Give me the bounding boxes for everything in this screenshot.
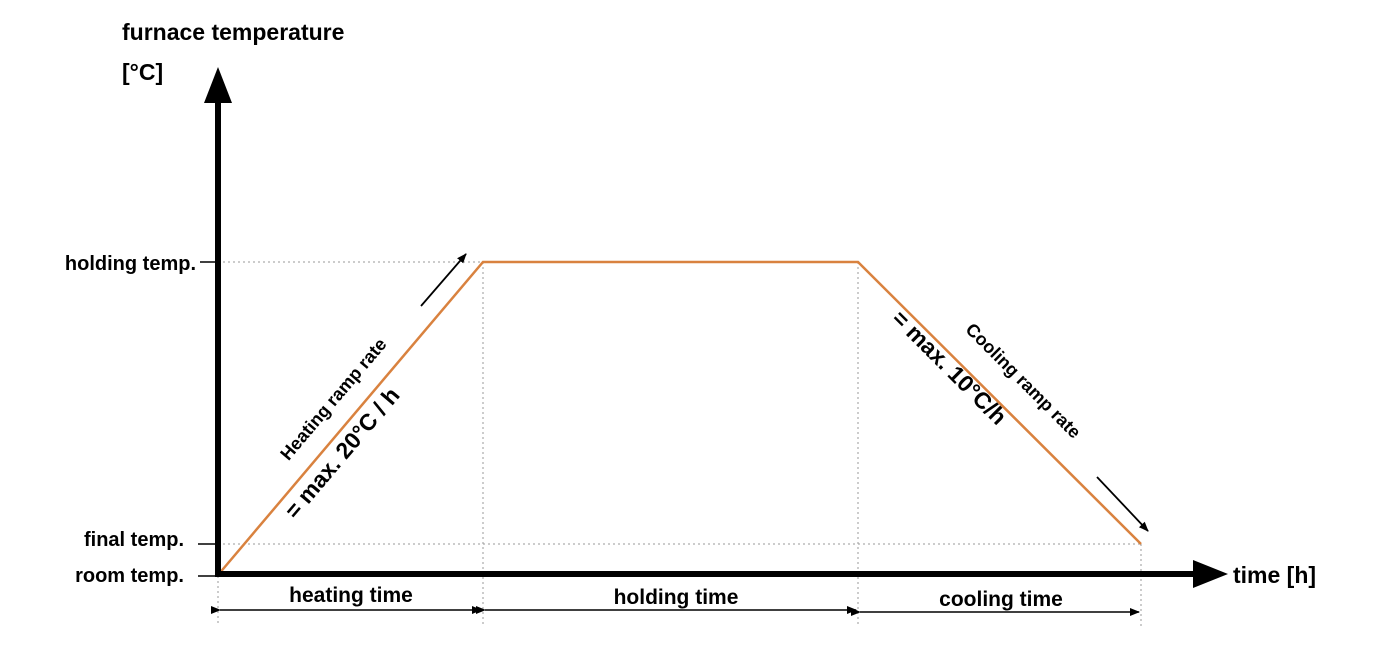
room-temp-label: room temp.	[75, 565, 184, 587]
holding-time-label: holding time	[614, 586, 739, 609]
y-axis-title-line2: [°C]	[122, 59, 163, 85]
final-temp-label: final temp.	[84, 529, 184, 551]
cooling-direction-arrow	[1096, 476, 1149, 532]
heating-ramp-annotation: Heating ramp rate = max. 20°C / h	[276, 253, 467, 523]
cooling-time-label: cooling time	[939, 588, 1063, 611]
heating-time-label: heating time	[289, 584, 413, 607]
x-axis-title: time [h]	[1233, 562, 1316, 588]
temperature-profile	[217, 260, 1142, 576]
holding-temp-label: holding temp.	[65, 253, 196, 275]
x-axis-arrowhead	[1193, 560, 1228, 588]
cooling-ramp-annotation: Cooling ramp rate = max. 10°C/h	[887, 305, 1149, 532]
heating-direction-arrow	[420, 253, 467, 307]
y-axis-ticks	[198, 261, 216, 577]
axes	[204, 67, 1228, 588]
y-axis-arrowhead	[204, 67, 232, 103]
y-axis-title-line1: furnace temperature	[122, 19, 344, 45]
phase-duration-arrows	[211, 606, 1140, 616]
cooling-ramp-rate: = max. 10°C/h	[887, 305, 1012, 430]
